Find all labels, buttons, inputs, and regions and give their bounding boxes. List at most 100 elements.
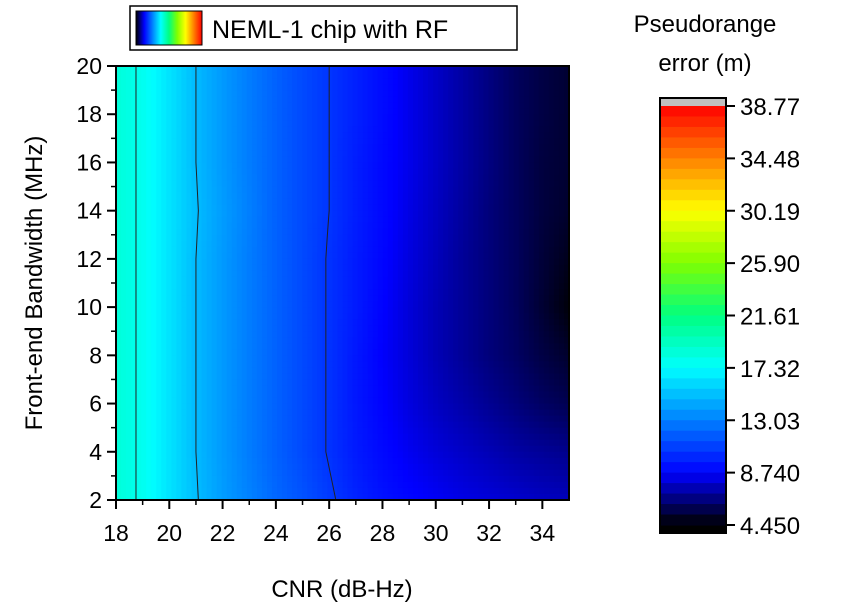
heatmap-cell <box>277 240 283 248</box>
heatmap-cell <box>282 391 288 399</box>
heatmap-cell <box>116 252 122 260</box>
heatmap-cell <box>528 84 535 91</box>
heatmap-cell <box>141 132 147 139</box>
heatmap-cell <box>523 102 530 109</box>
heatmap-cell <box>261 156 268 164</box>
heatmap-cell <box>543 264 550 272</box>
heatmap-cell <box>357 102 364 109</box>
heatmap-cell <box>176 168 183 176</box>
heatmap-cell <box>221 258 228 266</box>
heatmap-cell <box>267 240 273 248</box>
heatmap-cell <box>357 343 364 350</box>
heatmap-cell <box>488 258 495 266</box>
heatmap-cell <box>407 222 414 230</box>
heatmap-cell <box>352 331 359 338</box>
heatmap-cell <box>428 222 434 230</box>
heatmap-cell <box>116 319 122 326</box>
heatmap-cell <box>518 252 525 260</box>
heatmap-cell <box>473 301 479 308</box>
heatmap-cell <box>131 228 137 236</box>
heatmap-cell <box>337 198 344 206</box>
heatmap-cell <box>141 96 147 103</box>
heatmap-cell <box>402 210 409 218</box>
legend-swatch <box>135 10 203 46</box>
heatmap-cell <box>246 240 253 248</box>
heatmap-cell <box>166 258 172 266</box>
heatmap-cell <box>216 361 223 368</box>
heatmap-cell <box>246 337 253 344</box>
heatmap-cell <box>468 319 474 326</box>
heatmap-cell <box>538 276 545 284</box>
heatmap-cell <box>488 102 495 109</box>
heatmap-cell <box>186 325 193 332</box>
heatmap-cell <box>538 391 545 399</box>
heatmap-cell <box>418 373 424 381</box>
heatmap-cell <box>508 252 515 260</box>
heatmap-cell <box>287 108 293 115</box>
heatmap-cell <box>282 258 288 266</box>
heatmap-cell <box>226 102 233 109</box>
heatmap-cell <box>508 258 515 266</box>
heatmap-cell <box>488 240 495 248</box>
heatmap-cell <box>347 379 354 387</box>
heatmap-cell <box>171 337 177 344</box>
heatmap-cell <box>523 313 530 320</box>
heatmap-cell <box>387 144 394 151</box>
heatmap-cell <box>121 174 127 182</box>
heatmap-cell <box>201 96 208 103</box>
heatmap-cell <box>327 331 334 338</box>
heatmap-cell <box>277 216 283 224</box>
heatmap-cell <box>287 114 293 121</box>
heatmap-cell <box>483 156 490 164</box>
heatmap-cell <box>287 343 293 350</box>
heatmap-cell <box>377 132 384 139</box>
heatmap-cell <box>216 283 223 290</box>
heatmap-cell <box>191 84 198 91</box>
heatmap-cell <box>407 96 414 103</box>
heatmap-cell <box>176 367 183 375</box>
heatmap-cell <box>387 156 394 164</box>
heatmap-cell <box>297 102 303 109</box>
heatmap-cell <box>463 234 469 242</box>
heatmap-cell <box>241 114 248 121</box>
heatmap-cell <box>523 276 530 284</box>
heatmap-cell <box>282 349 288 356</box>
heatmap-cell <box>261 210 268 218</box>
heatmap-cell <box>342 295 349 302</box>
heatmap-cell <box>372 283 379 290</box>
heatmap-cell <box>236 289 243 296</box>
heatmap-cell <box>201 325 208 332</box>
heatmap-cell <box>141 180 147 188</box>
heatmap-cell <box>488 156 495 164</box>
heatmap-cell <box>327 276 334 284</box>
heatmap-cell <box>151 150 157 158</box>
heatmap-cell <box>191 120 198 127</box>
heatmap-cell <box>297 337 303 344</box>
heatmap-cell <box>352 295 359 302</box>
heatmap-cell <box>136 258 142 266</box>
heatmap-cell <box>428 138 434 145</box>
heatmap-cell <box>161 120 167 127</box>
heatmap-cell <box>141 156 147 164</box>
heatmap-cell <box>407 210 414 218</box>
heatmap-cell <box>282 240 288 248</box>
heatmap-cell <box>236 198 243 206</box>
heatmap-cell <box>428 126 434 133</box>
heatmap-cell <box>171 240 177 248</box>
heatmap-cell <box>327 96 334 103</box>
heatmap-cell <box>402 367 409 375</box>
heatmap-cell <box>352 204 359 212</box>
heatmap-cell <box>428 216 434 224</box>
heatmap-cell <box>483 343 490 350</box>
heatmap-cell <box>277 174 283 182</box>
heatmap-cell <box>448 192 454 200</box>
heatmap-cell <box>307 168 313 176</box>
heatmap-cell <box>433 349 439 356</box>
heatmap-cell <box>261 162 268 170</box>
heatmap-cell <box>478 156 485 164</box>
heatmap-cell <box>161 84 167 91</box>
heatmap-cell <box>387 367 394 375</box>
heatmap-cell <box>473 240 479 248</box>
heatmap-cell <box>256 78 263 85</box>
heatmap-cell <box>558 96 565 103</box>
